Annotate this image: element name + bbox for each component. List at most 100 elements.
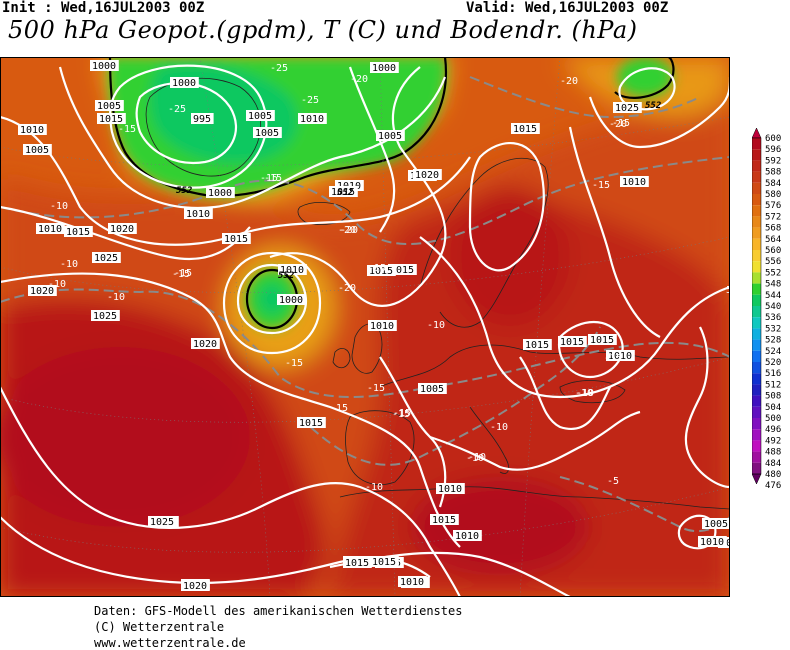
geopot-label: 552 — [176, 186, 192, 196]
field-green-inner — [149, 63, 298, 163]
legend-tick-label: 584 — [765, 179, 781, 189]
isobar-22 — [684, 326, 730, 489]
isotherm-label: -10 — [365, 482, 383, 493]
isobar-label: 1015 — [525, 340, 549, 351]
isobar-23 — [348, 66, 396, 233]
isobar-label-bg — [367, 265, 396, 276]
legend-arrow-top — [752, 128, 762, 139]
legend-tick-label: 516 — [765, 369, 781, 379]
legend-swatch — [752, 462, 761, 474]
isobar-label: 1025 — [93, 311, 117, 322]
isobar-label: 1010 — [700, 537, 724, 548]
legend-swatch — [752, 373, 761, 385]
isobar-label-bg — [523, 339, 552, 350]
isobar-label-bg — [368, 320, 397, 331]
legend-swatch — [752, 216, 761, 228]
legend-swatch — [752, 350, 761, 362]
isotherm-label: -10 — [60, 259, 78, 270]
isotherm-label: -15 — [260, 173, 278, 184]
weather-map: 1000 995 1000 1005 1010 1005 1015 1005 1000 1010 1… — [0, 57, 730, 597]
isobar-label-bg — [413, 169, 442, 180]
isobar-label-bg — [18, 124, 47, 135]
isotherm-label: -15 — [592, 180, 610, 191]
isobar-label-bg — [398, 576, 427, 587]
legend-swatch — [752, 451, 761, 463]
isotherm-label: -10 — [427, 320, 445, 331]
isotherm-label: -15 — [368, 263, 386, 274]
legend-tick-label: 520 — [765, 358, 781, 368]
isobar-13 — [419, 236, 730, 399]
isobar-label: 1010 — [400, 577, 424, 588]
isobar-label: 1015 — [66, 227, 90, 238]
isobar-label-bg — [95, 100, 124, 111]
isobar-label: 1015 — [99, 114, 123, 125]
isobar-label-bg — [184, 208, 213, 219]
legend-tick-label: 496 — [765, 425, 781, 435]
isobar-label-bg — [606, 350, 635, 361]
isobar-label: 1000 — [279, 295, 303, 306]
isobar-label-bg — [436, 483, 465, 494]
isotherm-label: -5 — [607, 476, 619, 487]
isobar-label-bg — [206, 187, 235, 198]
isobar-label: 1010 — [438, 484, 462, 495]
isotherm-labels: -25-20-25-25-15-20-20-15-10-10-10-15 -15-… — [48, 63, 730, 493]
isobar-label-bg — [277, 294, 306, 305]
isobar-label-bg — [620, 176, 649, 187]
legend-tick-label: 504 — [765, 403, 781, 413]
isobar-14 — [557, 321, 624, 379]
legend-tick-label: 524 — [765, 347, 781, 357]
legend-tick-label: 528 — [765, 336, 781, 346]
isobar-15 — [519, 356, 611, 430]
isobar-3 — [109, 64, 268, 189]
isobar-label: 1015 — [590, 335, 614, 346]
isobar-label-bg — [92, 252, 121, 263]
isobar-label: 1015 — [432, 515, 456, 526]
isobar-label-bg — [246, 110, 275, 121]
isotherm-label: -10 — [48, 279, 66, 290]
isobar-label: 1010 — [20, 125, 44, 136]
isotherm-label: -10 — [466, 453, 484, 464]
isobar-label-bg — [28, 285, 57, 296]
legend-tick-label: 552 — [765, 268, 781, 278]
legend-swatch — [752, 138, 761, 150]
isotherm-label: -15 — [393, 408, 411, 419]
isobar-label-bg — [191, 113, 214, 124]
isobar-label: 1000 — [92, 61, 116, 72]
isotherm-3 — [299, 326, 601, 466]
legend-swatch — [752, 317, 761, 329]
isobar-label: 1015 — [345, 558, 369, 569]
legend-tick-label: 488 — [765, 448, 781, 458]
legend-swatch — [752, 440, 761, 452]
legend-swatch — [752, 194, 761, 206]
valid-time: Valid: Wed,16JUL2003 00Z — [466, 0, 669, 16]
isobar-label: 1020 — [183, 581, 207, 592]
isobar-1 — [58, 66, 447, 209]
legend-tick-label: 480 — [765, 470, 781, 480]
isobar-label: 1020 — [415, 170, 439, 181]
isotherm-label: -15 — [330, 403, 348, 414]
isobar-label-bg — [191, 338, 220, 349]
isotherm-label: -15 — [264, 173, 282, 184]
isobar-label-bg — [588, 334, 617, 345]
isobar-label-bg — [108, 223, 137, 234]
isotherm-label: -15 — [367, 383, 385, 394]
isobar-6 — [269, 66, 447, 307]
legend-tick-label: 548 — [765, 280, 781, 290]
coast-blacksea — [559, 380, 626, 404]
legend-swatch — [752, 272, 761, 284]
legend-tick-label: 600 — [765, 134, 781, 144]
isobar-label-bg — [418, 383, 447, 394]
isobar-label-bg — [64, 226, 93, 237]
isotherm-label: -10 — [107, 292, 125, 303]
isobar-label: 1005 — [255, 128, 279, 139]
isobar-label: 1000 — [172, 78, 196, 89]
isobar-17 — [379, 356, 447, 508]
isobar-label-bg — [511, 123, 540, 134]
isobar-label: 1015 — [560, 337, 584, 348]
legend-swatch — [752, 160, 761, 172]
legend-swatch — [752, 362, 761, 374]
isobar-label: 1000 — [208, 188, 232, 199]
isobar-24 — [568, 126, 661, 338]
isobar-label: 1005 — [420, 384, 444, 395]
